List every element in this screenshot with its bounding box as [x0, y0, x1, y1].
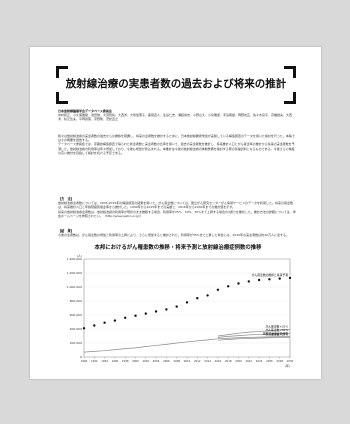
series-line [83, 336, 291, 353]
series-label: がん罹患数×35% [265, 324, 288, 328]
x-tick-label: 2026 [266, 359, 273, 363]
paragraph: 我々は放射線治療の実患者数の過去からの推移を把握し、将来の患者数を推計するために… [58, 134, 295, 143]
data-point [288, 276, 292, 280]
x-tick-label: 2012 [194, 359, 201, 363]
series-line [217, 332, 291, 338]
corner-bracket [284, 66, 296, 78]
document-page: 放射線治療の実患者数の過去および将来の推計 日本放射線腫瘍学会データベース委員会… [30, 47, 321, 379]
paragraph: 放射線治療患者数については、2005-2015年の構造調査の結果を用いた。がん罹… [58, 201, 294, 210]
x-tick-label: 1992 [91, 359, 98, 363]
data-point [216, 288, 220, 291]
data-point [278, 277, 281, 280]
x-unit-label: (年) [285, 363, 290, 368]
y-tick-label: 200,000 [70, 341, 82, 345]
document-title: 放射線治療の実患者数の過去および将来の推計 [65, 78, 287, 90]
series-label: がん罹患数×30% [265, 328, 288, 332]
y-tick-label: 1,400,000 [67, 257, 82, 261]
data-point [196, 297, 199, 300]
title-block: 放射線治療の実患者数の過去および将来の推計 [56, 66, 296, 104]
data-point [257, 278, 261, 282]
corner-bracket [284, 92, 296, 104]
data-point [247, 280, 250, 283]
section-heading: 【方 法】 [58, 197, 74, 201]
x-tick-label: 2006 [163, 359, 170, 363]
y-tick-label: 600,000 [70, 313, 82, 317]
y-tick-label: 800,000 [70, 299, 82, 303]
data-point [165, 308, 168, 311]
paragraph: データベース委員会では、定期的構造調査で得られた新患者数と実患者数の比率を用いて… [58, 142, 295, 155]
x-tick-label: 1996 [112, 359, 119, 363]
data-point [113, 319, 117, 322]
line-chart: 0 200,000 400,000 600,000 800,000 1,000,000 1,… [67, 254, 294, 368]
series-label: がん罹患数×25% [265, 332, 288, 336]
data-point [93, 324, 96, 327]
y-tick-label: 1,200,000 [67, 271, 82, 275]
corner-bracket [56, 92, 68, 104]
data-point [227, 285, 230, 288]
y-tick-label: 1,000,000 [67, 285, 82, 289]
series-line [217, 329, 291, 337]
x-tick-label: 2022 [245, 359, 252, 363]
x-tick-label: 2014 [204, 359, 211, 363]
x-tick-label: 2030 [287, 359, 294, 363]
section-heading: 【結 果】 [58, 229, 74, 233]
y-tick-label: 0 [80, 355, 82, 359]
series-label: 放射線治療実患者数 [263, 332, 288, 336]
data-point [206, 294, 209, 297]
series-line [217, 336, 291, 341]
x-tick-label: 2004 [153, 359, 160, 363]
chart-title: 本邦におけるがん罹患数の推移・将来予測と放射線治療症例数の推移 [94, 245, 262, 251]
data-point [268, 278, 271, 281]
x-tick-label: 1994 [101, 359, 108, 363]
x-tick-label: 1990 [81, 359, 88, 363]
authors-block: 日本放射線腫瘍学会データベース委員会 中村和正、小久保雅樹、池田恢、大須賀将、大… [58, 109, 296, 122]
data-point [175, 305, 178, 308]
x-tick-label: 2028 [276, 359, 283, 363]
authors-list: 中村和正、小久保雅樹、池田恢、大須賀将、大西洋、大熊加惠子、鹿間直人、生島仁史、… [58, 113, 293, 122]
data-point [237, 282, 240, 285]
corner-bracket [56, 66, 68, 78]
data-point [124, 316, 127, 319]
y-unit-label: (人) [77, 254, 82, 258]
body-text: 我々は放射線治療の実患者数の過去からの推移を把握し、将来の患者数を推計するために… [58, 134, 296, 155]
x-tick-label: 2020 [235, 359, 242, 363]
x-tick-label: 2000 [132, 359, 139, 363]
authors-group: 日本放射線腫瘍学会データベース委員会 [58, 109, 112, 113]
data-point [154, 310, 158, 313]
x-tick-label: 2010 [184, 359, 191, 363]
data-point [82, 327, 86, 330]
x-tick-label: 2024 [256, 359, 263, 363]
data-point [144, 312, 147, 315]
x-tick-label: 2002 [142, 359, 149, 363]
x-tick-label: 2008 [173, 359, 180, 363]
x-tick-label: 2018 [225, 359, 232, 363]
paragraph: 今後の患者数は、がん罹患数の増加と利用率の上昇により、さらに増加すると推計された… [58, 233, 289, 238]
x-tick-label: 1998 [122, 359, 129, 363]
x-tick-label: 2016 [215, 359, 222, 363]
y-tick-label: 400,000 [70, 327, 82, 331]
paragraph: 将来の放射線治療患者数は、放射線治療の利用率が現状のまま推移する場合、利用率が2… [58, 209, 296, 218]
results-section: 【結 果】 今後の患者数は、がん罹患数の増加と利用率の上昇により、さらに増加する… [58, 229, 296, 237]
data-point [185, 301, 189, 304]
series-label: がん罹患数の推移と将来予測 [252, 273, 289, 277]
data-point [134, 314, 137, 317]
data-point [103, 321, 106, 324]
methods-section: 【方 法】 放射線治療患者数については、2005-2015年の構造調査の結果を用… [58, 197, 296, 218]
